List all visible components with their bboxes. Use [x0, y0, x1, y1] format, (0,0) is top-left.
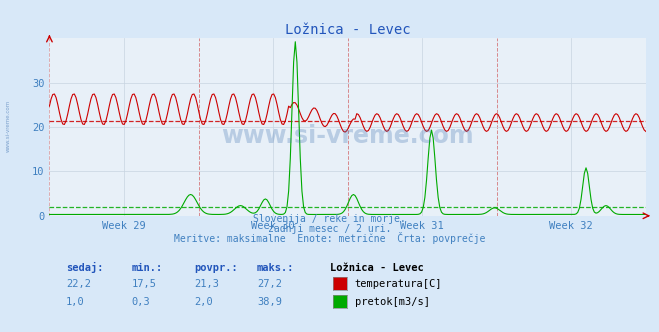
- Text: maks.:: maks.:: [257, 263, 295, 273]
- Text: Slovenija / reke in morje.: Slovenija / reke in morje.: [253, 214, 406, 224]
- Text: Ložnica - Levec: Ložnica - Levec: [330, 263, 423, 273]
- Text: www.si-vreme.com: www.si-vreme.com: [221, 124, 474, 148]
- Text: temperatura[C]: temperatura[C]: [355, 279, 442, 289]
- Text: povpr.:: povpr.:: [194, 263, 238, 273]
- Text: 38,9: 38,9: [257, 297, 282, 307]
- Text: 21,3: 21,3: [194, 279, 219, 289]
- Text: 2,0: 2,0: [194, 297, 213, 307]
- Text: 27,2: 27,2: [257, 279, 282, 289]
- Title: Ložnica - Levec: Ložnica - Levec: [285, 23, 411, 37]
- Text: www.si-vreme.com: www.si-vreme.com: [5, 100, 11, 152]
- Text: 17,5: 17,5: [132, 279, 157, 289]
- Text: min.:: min.:: [132, 263, 163, 273]
- Text: sedaj:: sedaj:: [66, 262, 103, 273]
- Text: Meritve: maksimalne  Enote: metrične  Črta: povprečje: Meritve: maksimalne Enote: metrične Črta…: [174, 232, 485, 244]
- Text: pretok[m3/s]: pretok[m3/s]: [355, 297, 430, 307]
- Text: 22,2: 22,2: [66, 279, 91, 289]
- Text: 1,0: 1,0: [66, 297, 84, 307]
- Text: 0,3: 0,3: [132, 297, 150, 307]
- Text: zadnji mesec / 2 uri.: zadnji mesec / 2 uri.: [268, 224, 391, 234]
